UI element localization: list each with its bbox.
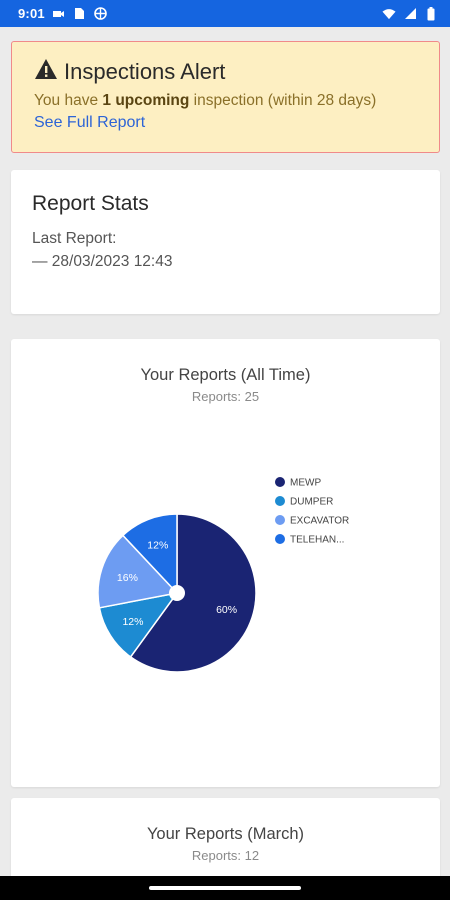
- notification-icon: [52, 7, 66, 21]
- navigation-bar: [0, 876, 450, 900]
- chart-subtitle-march: Reports: 12: [191, 848, 260, 863]
- stats-title: Report Stats: [32, 192, 149, 215]
- home-gesture-handle[interactable]: [149, 886, 301, 890]
- all-time-chart-card: Your Reports (All Time) Reports: 25 60% 1…: [11, 339, 440, 787]
- see-full-report-link[interactable]: See Full Report: [34, 114, 146, 131]
- legend-item-label[interactable]: EXCAVATOR: [290, 516, 349, 527]
- vpn-globe-icon: [94, 7, 108, 21]
- legend-swatch: [275, 496, 285, 506]
- report-stats-card: Report Stats Last Report: — 28/03/2023 1…: [11, 170, 440, 314]
- legend-swatch: [275, 515, 285, 525]
- legend-item-label[interactable]: TELEHAN...: [290, 535, 344, 546]
- wifi-icon: [382, 7, 396, 21]
- chart-subtitle: Reports: 25: [191, 389, 260, 404]
- march-chart-card: Your Reports (March) Reports: 12: [11, 798, 440, 888]
- signal-icon: [403, 7, 417, 21]
- pie-center-hole: [169, 585, 185, 601]
- alert-message: You have 1 upcoming inspection (within 2…: [34, 92, 417, 110]
- pie-slice-label: 12%: [122, 616, 143, 628]
- pie-slice-label: 12%: [147, 540, 168, 552]
- pie-slice-telehan[interactable]: [121, 513, 178, 595]
- chart-title-march: Your Reports (March): [146, 825, 305, 843]
- legend-item-label[interactable]: DUMPER: [290, 497, 333, 508]
- pie-slice-excavator[interactable]: [97, 534, 179, 609]
- warning-triangle-icon: [34, 58, 58, 86]
- last-report-label: Last Report:: [32, 230, 117, 247]
- inspections-alert-card: Inspections Alert You have 1 upcoming in…: [11, 41, 440, 153]
- alert-message-suffix: inspection (within 28 days): [189, 92, 377, 109]
- pie-chart: 60% 12% 16% 12% MEWP DUMPER EXCAVATOR TELEHAN..…: [97, 477, 349, 673]
- alert-header: Inspections Alert: [34, 58, 417, 86]
- battery-icon: [424, 6, 438, 21]
- pie-slice-mewp[interactable]: [129, 513, 257, 673]
- legend-swatch: [275, 477, 285, 487]
- pie-slice-dumper[interactable]: [98, 591, 179, 658]
- alert-message-prefix: You have: [34, 92, 103, 109]
- pie-slice-label: 16%: [117, 572, 138, 584]
- alert-title: Inspections Alert: [64, 59, 226, 84]
- alert-message-count: 1 upcoming: [102, 92, 190, 109]
- status-time: 9:01: [18, 6, 45, 21]
- status-bar: 9:01: [0, 0, 450, 27]
- legend-swatch: [275, 534, 285, 544]
- pie-slice-label: 60%: [216, 604, 237, 616]
- last-report-value: — 28/03/2023 12:43: [32, 253, 173, 270]
- chart-title: Your Reports (All Time): [140, 366, 311, 384]
- legend-item-label[interactable]: MEWP: [290, 478, 321, 489]
- sim-card-icon: [73, 7, 87, 21]
